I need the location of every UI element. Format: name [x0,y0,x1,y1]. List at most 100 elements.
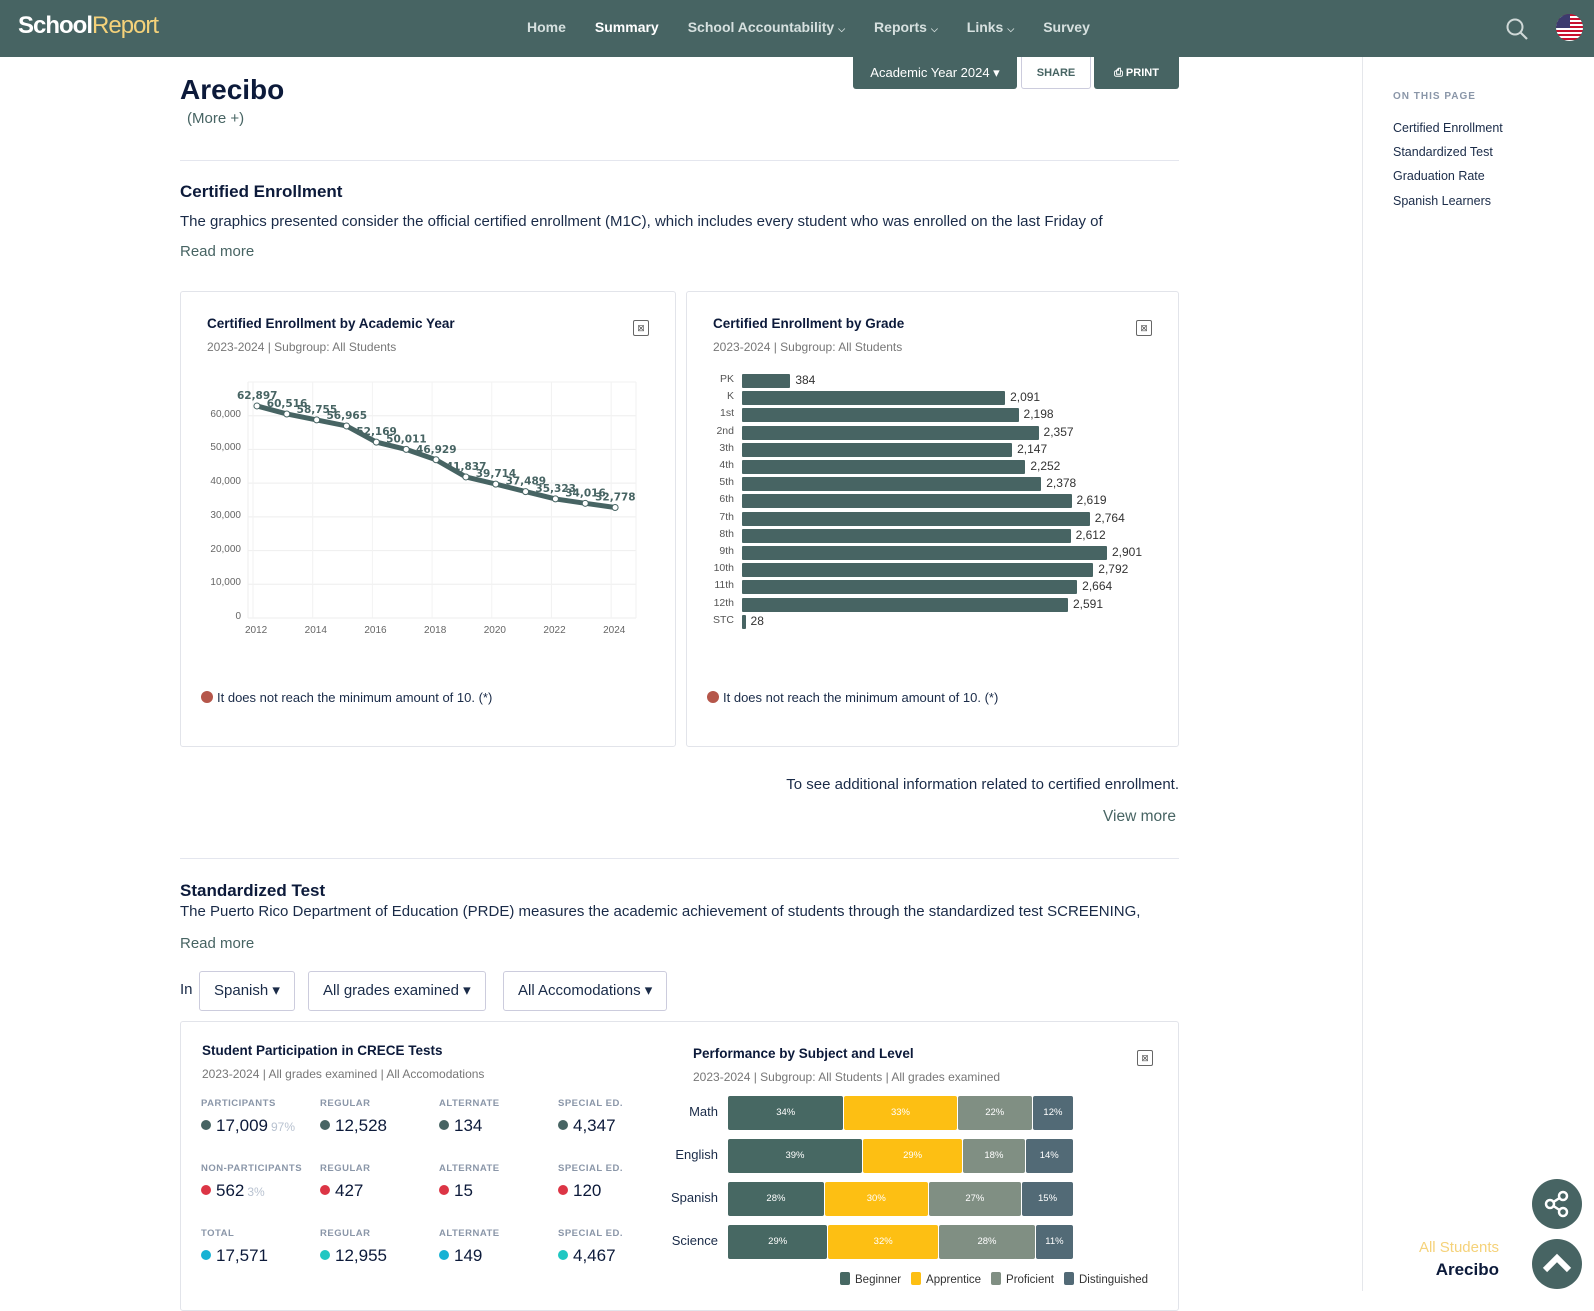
dot-icon [201,1250,211,1260]
legend-item-proficient[interactable]: Proficient [991,1272,1054,1286]
more-link[interactable]: (More +) [187,110,245,127]
segment-proficient[interactable]: 18% [963,1139,1025,1173]
stat-value: 120 [558,1181,601,1201]
segment-beginner[interactable]: 29% [728,1225,828,1259]
chevron-down-icon: ⌵ [838,24,846,34]
y-tick: 50,000 [210,442,241,454]
grade-bar[interactable] [742,494,1072,509]
enrollment-read-more[interactable]: Read more [180,243,255,260]
toc-link-certified-enrollment[interactable]: Certified Enrollment [1393,121,1503,135]
us-flag-icon[interactable] [1556,14,1583,41]
nav-item-school-accountability[interactable]: School Accountability ⌵ [687,19,846,35]
segment-beginner[interactable]: 34% [728,1096,844,1130]
grade-bar[interactable] [742,425,1039,440]
nav-item-reports[interactable]: Reports ⌵ [874,19,938,35]
x-tick: 2012 [244,625,268,636]
segment-distinguished[interactable]: 14% [1025,1139,1073,1173]
performance-title: Performance by Subject and Level [693,1046,914,1061]
legend-item-apprentice[interactable]: Apprentice [911,1272,981,1286]
view-more-link[interactable]: View more [1103,808,1176,825]
grade-bar[interactable] [742,374,791,388]
segment-distinguished[interactable]: 11% [1035,1225,1073,1259]
toc-link-spanish-learners[interactable]: Spanish Learners [1393,194,1491,208]
toc-link-graduation-rate[interactable]: Graduation Rate [1393,169,1485,183]
grades-dropdown[interactable]: All grades examined ▾ [308,971,486,1011]
segment-proficient[interactable]: 28% [939,1225,1035,1259]
x-tick: 2014 [304,625,327,636]
accommodations-dropdown[interactable]: All Accomodations ▾ [503,971,668,1011]
stat-value: 4,347 [558,1116,616,1136]
stat-label: ALTERNATE [439,1098,500,1109]
stat-label: PARTICIPANTS [201,1098,276,1109]
segment-apprentice[interactable]: 32% [828,1225,939,1259]
search-icon[interactable] [1505,17,1529,41]
segment-proficient[interactable]: 22% [957,1096,1032,1130]
nav-item-survey[interactable]: Survey [1043,19,1090,35]
legend-swatch-icon [911,1272,922,1285]
segment-beginner[interactable]: 39% [728,1139,862,1173]
legend-item-beginner[interactable]: Beginner [840,1272,901,1286]
legend-item-distinguished[interactable]: Distinguished [1063,1272,1148,1286]
segment-distinguished[interactable]: 12% [1032,1096,1073,1130]
divider [180,858,1179,859]
svg-text:37,489: 37,489 [506,476,547,488]
logo[interactable]: SchoolReport [18,12,159,39]
share-fab[interactable] [1532,1179,1582,1229]
grade-bar[interactable] [742,597,1068,612]
academic-year-dropdown[interactable]: Academic Year 2024 ▾ [853,57,1017,89]
excel-export-icon[interactable]: ⊠ [1136,320,1152,336]
grade-bar[interactable] [742,460,1026,474]
enrollment-description: The graphics presented consider the offi… [180,213,1103,230]
grade-bar[interactable] [742,528,1071,543]
nav-item-home[interactable]: Home [527,19,566,35]
segment-apprentice[interactable]: 29% [862,1139,963,1173]
grade-value: 2,612 [1075,527,1106,542]
segment-distinguished[interactable]: 15% [1022,1182,1073,1216]
segment-beginner[interactable]: 28% [728,1182,824,1216]
chart-subtitle: 2023-2024 | Subgroup: All Students [207,340,397,354]
participation-subtitle: 2023-2024 | All grades examined | All Ac… [202,1067,485,1081]
language-dropdown[interactable]: Spanish ▾ [199,971,295,1011]
stat-value: 17,009 97% [201,1116,295,1136]
dot-icon [558,1120,568,1130]
grade-bar[interactable] [742,563,1094,578]
grade-bar[interactable] [742,614,746,629]
grade-value: 2,147 [1017,441,1048,456]
segment-proficient[interactable]: 27% [928,1182,1022,1216]
share-button[interactable]: SHARE [1021,57,1091,89]
grade-bar[interactable] [742,477,1042,492]
grade-bar[interactable] [742,442,1013,457]
standardized-test-card: Student Participation in CRECE Tests 202… [180,1021,1179,1311]
stat-label: SPECIAL ED. [558,1098,623,1109]
dot-icon [201,1120,211,1130]
segment-apprentice[interactable]: 33% [844,1096,957,1130]
excel-export-icon[interactable]: ⊠ [633,320,649,336]
toc-link-standardized-test[interactable]: Standardized Test [1393,145,1493,159]
print-button[interactable]: ⎙ PRINT [1094,57,1179,89]
x-tick: 2018 [424,625,447,636]
grade-bar[interactable] [742,391,1006,406]
segment-apprentice[interactable]: 30% [824,1182,928,1216]
x-tick: 2022 [543,625,566,636]
x-tick: 2024 [603,625,626,636]
chart-subtitle: 2023-2024 | Subgroup: All Students [713,340,903,354]
nav-item-links[interactable]: Links ⌵ [966,19,1015,35]
grade-bar[interactable] [742,511,1090,526]
stat-value: 134 [439,1116,482,1136]
participation-title: Student Participation in CRECE Tests [202,1043,443,1058]
grade-label: 6th [719,493,734,506]
svg-text:39,714: 39,714 [476,468,517,480]
on-this-page-title: ON THIS PAGE [1393,91,1476,102]
excel-export-icon[interactable]: ⊠ [1137,1050,1153,1066]
grade-bar[interactable] [742,580,1078,595]
performance-bar: 29% 32% 28% 11% [728,1225,1074,1259]
chevron-up-icon [1542,1253,1572,1273]
grade-bar[interactable] [742,546,1107,560]
standardized-read-more[interactable]: Read more [180,935,255,952]
top-nav: SchoolReport Home Summary School Accountab… [0,0,1594,57]
scroll-top-button[interactable] [1532,1239,1582,1289]
grade-bar[interactable] [742,408,1019,423]
grade-label: 10th [713,562,734,575]
nav-item-summary[interactable]: Summary [594,19,659,35]
stat-label: TOTAL [201,1228,235,1239]
